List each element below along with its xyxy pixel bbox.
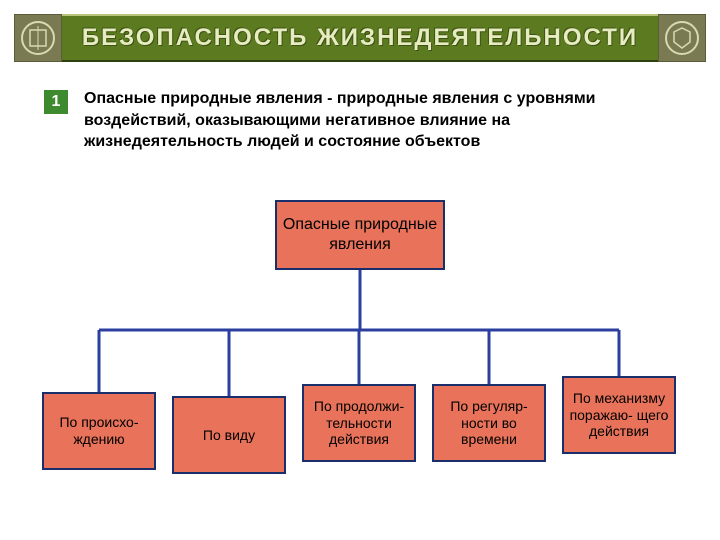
emblem-right-icon [658, 14, 706, 62]
leaf-label: По регуляр- ности во времени [438, 398, 540, 448]
leaf-node: По продолжи- тельности действия [302, 384, 416, 462]
root-node: Опасные природные явления [275, 200, 445, 270]
leaf-node: По происхо- ждению [42, 392, 156, 470]
title-banner: БЕЗОПАСНОСТЬ ЖИЗНЕДЕЯТЕЛЬНОСТИ [62, 14, 658, 62]
number-badge: 1 [44, 90, 68, 114]
emblem-left-icon [14, 14, 62, 62]
title-text: БЕЗОПАСНОСТЬ ЖИЗНЕДЕЯТЕЛЬНОСТИ [82, 24, 638, 52]
leaf-label: По механизму поражаю- щего действия [568, 390, 670, 440]
header-banner: БЕЗОПАСНОСТЬ ЖИЗНЕДЕЯТЕЛЬНОСТИ [14, 14, 706, 62]
tree-diagram: Опасные природные явления По происхо- жд… [0, 200, 720, 540]
leaf-node: По регуляр- ности во времени [432, 384, 546, 462]
leaf-label: По продолжи- тельности действия [308, 398, 410, 448]
leaf-label: По виду [203, 427, 255, 444]
leaf-label: По происхо- ждению [48, 414, 150, 448]
leaf-node: По механизму поражаю- щего действия [562, 376, 676, 454]
definition-text: Опасные природные явления - природные яв… [84, 88, 656, 153]
root-label: Опасные природные явления [281, 215, 439, 255]
leaf-node: По виду [172, 396, 286, 474]
